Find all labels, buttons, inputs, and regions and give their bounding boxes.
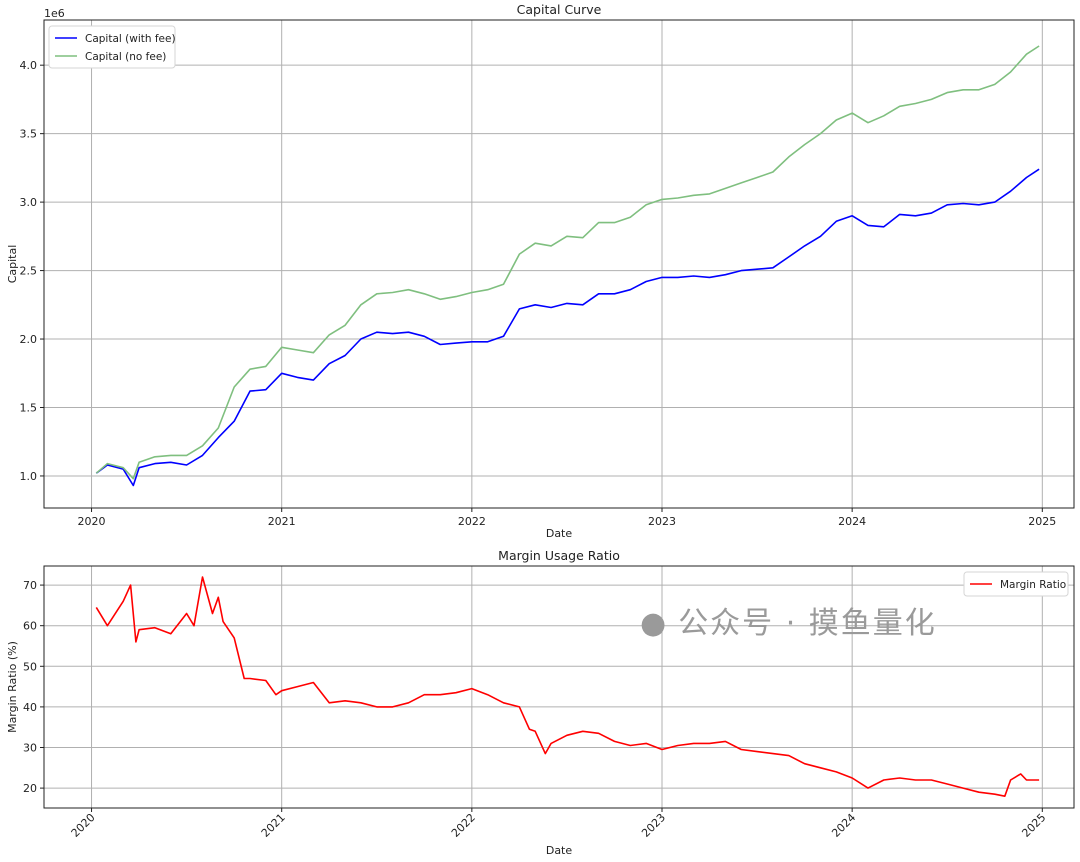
axes-frame [43, 565, 1075, 809]
x-tick-label: 2024 [838, 515, 866, 528]
legend-box [48, 25, 176, 69]
watermark: ● 公众号 · 摸鱼量化 [640, 606, 937, 642]
y-tick-label: 4.0 [20, 59, 38, 72]
y-axis-label: Margin Ratio (%) [6, 641, 19, 733]
x-tick-label: 2023 [648, 515, 676, 528]
y-tick-label: 1.5 [20, 401, 38, 414]
legend-label: Capital (no fee) [85, 51, 166, 63]
x-axis-label: Date [546, 844, 573, 857]
legend: Margin Ratio [963, 571, 1069, 597]
chart-title: Margin Usage Ratio [498, 548, 620, 563]
x-tick-label: 2020 [78, 515, 106, 528]
x-tick-label: 2023 [639, 811, 668, 840]
x-tick-label: 2022 [449, 811, 478, 840]
chart-1: 2020 2021 2022 2023 2024 2025 20 30 40 50 60 70 Marg… [6, 548, 1075, 857]
x-tick-label: 2020 [69, 811, 98, 840]
y-tick-label: 2.0 [20, 333, 38, 346]
series-line-0 [95, 168, 1040, 487]
y-tick-label: 3.0 [20, 196, 38, 209]
series-line-0 [95, 576, 1040, 797]
legend-box [963, 571, 1069, 597]
y-tick-label: 1.0 [20, 470, 38, 483]
y-tick-label: 40 [23, 701, 37, 714]
y-tick-label: 50 [23, 660, 37, 673]
x-tick-label: 2022 [458, 515, 486, 528]
y-tick-label: 30 [23, 742, 37, 755]
y-tick-label: 20 [23, 782, 37, 795]
y-tick-label: 70 [23, 579, 37, 592]
y-axis-label: Capital [6, 245, 19, 284]
chart-0: 2020 2021 2022 2023 2024 2025 1.0 1.5 2.0 2.5 3.0 3… [6, 2, 1075, 540]
legend: Capital (with fee) Capital (no fee) [48, 25, 176, 69]
x-tick-label: 2024 [829, 811, 858, 840]
series-line-1 [95, 45, 1040, 480]
x-tick-label: 2025 [1028, 515, 1056, 528]
y-tick-label: 2.5 [20, 265, 38, 278]
y-tick-label: 60 [23, 620, 37, 633]
x-tick-label: 2021 [268, 515, 296, 528]
legend-label: Margin Ratio [1000, 579, 1066, 591]
x-tick-label: 2025 [1019, 811, 1048, 840]
axes-frame [43, 19, 1075, 509]
x-tick-label: 2021 [259, 811, 288, 840]
x-axis-label: Date [546, 527, 573, 540]
y-tick-label: 3.5 [20, 128, 38, 141]
watermark-text: 公众号 · 摸鱼量化 [678, 606, 937, 641]
chart-title: Capital Curve [517, 2, 602, 17]
wechat-icon: ● [640, 606, 669, 641]
y-offset-label: 1e6 [44, 7, 65, 20]
legend-label: Capital (with fee) [85, 33, 176, 45]
